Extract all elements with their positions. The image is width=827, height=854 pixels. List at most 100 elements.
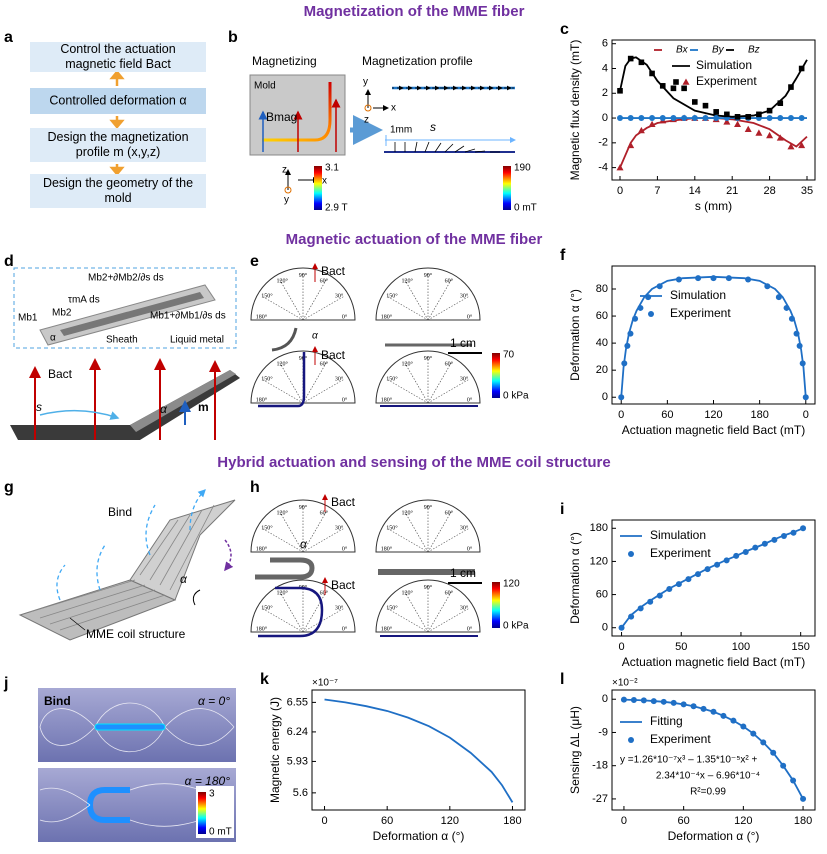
flow-step-text: Design the geometry of the (43, 176, 193, 190)
angle-tick-label: 180° (381, 396, 393, 403)
data-point (702, 115, 709, 122)
data-point (734, 120, 742, 128)
data-point (670, 115, 677, 122)
data-point (627, 55, 634, 62)
angle-tick-label: 0° (342, 396, 348, 403)
arc-label: s (36, 400, 42, 414)
data-point (790, 777, 797, 784)
colorbar (314, 166, 322, 210)
leader (69, 617, 86, 631)
x-tick-label: 180 (794, 815, 812, 827)
inset-label: α (50, 333, 56, 344)
x-tick-label: 60 (381, 815, 393, 827)
data-point (627, 115, 634, 122)
data-point (724, 111, 730, 118)
subtitle: Magnetizing (252, 54, 317, 68)
data-point (640, 697, 647, 704)
flow-step-text: Control the actuation (60, 42, 175, 56)
y-tick-label: 5.93 (287, 755, 308, 767)
field-label: Bact (331, 578, 356, 592)
protractor (375, 350, 481, 404)
x-tick-label: 180 (750, 409, 768, 421)
angle-tick-label: 150° (261, 376, 273, 383)
data-point (691, 115, 698, 122)
flow-step (30, 88, 206, 114)
axis-letter: z (282, 165, 287, 176)
angle-tick-label: 30° (460, 293, 469, 300)
angle-label: α (300, 537, 308, 551)
scale-label: 1 cm (450, 566, 476, 580)
data-point (761, 540, 768, 547)
colorbar-label: 2.9 T (325, 203, 348, 214)
protractor (375, 499, 481, 553)
data-point (649, 70, 655, 77)
protractor-ray (386, 295, 429, 321)
protractor-ray (302, 527, 345, 553)
protractor-ray (302, 590, 328, 633)
plot-frame (611, 519, 816, 637)
panel-label: g (4, 479, 14, 496)
data-point (637, 126, 645, 134)
colorbar (492, 353, 500, 398)
flow-arrows (109, 70, 125, 176)
legend-label: Bz (748, 45, 760, 56)
protractor-ray (261, 607, 304, 633)
angle-tick-label: 150° (386, 376, 398, 383)
fit-equation: 2.34*10⁻⁴x – 6.96*10⁻⁴ (656, 771, 760, 782)
angle-tick-label: 60° (445, 360, 454, 367)
data-point (673, 79, 679, 85)
colorbar-label: 0 mT (514, 203, 537, 214)
angle-tick-label: 0° (467, 545, 473, 552)
data-point (756, 111, 762, 118)
protractor-ray (278, 590, 304, 633)
data-point (740, 723, 747, 730)
data-point (766, 115, 773, 122)
axis-letter: x (322, 176, 327, 187)
angle-tick-label: 120° (276, 277, 288, 284)
angle-tick-label: 60° (320, 360, 329, 367)
subtitle: Magnetization profile (362, 54, 473, 68)
panel-label: e (250, 253, 259, 270)
data-point (695, 275, 702, 282)
angle-tick-label: 150° (261, 605, 273, 612)
colorbar-label: 0 kPa (503, 391, 529, 402)
angle-tick-label: 0° (467, 396, 473, 403)
data-point (710, 708, 717, 715)
angle-tick-label: 60° (445, 277, 454, 284)
data-point (628, 613, 635, 620)
data-point (617, 87, 623, 94)
data-point (670, 85, 677, 92)
data-point (798, 115, 805, 122)
protractor-ray (427, 278, 453, 321)
y-tick-label: 60 (596, 588, 608, 600)
plot-frame (611, 39, 816, 181)
data-point (702, 102, 709, 109)
angle-tick-label: 0° (467, 313, 473, 320)
protractor-ray (403, 590, 429, 633)
colorbar-label: 70 (503, 350, 515, 361)
flow-step-text: mold (104, 191, 131, 205)
data-point (630, 696, 637, 703)
data-point (723, 557, 730, 564)
data-point (685, 576, 692, 583)
axis-letter: y (363, 77, 368, 88)
protractor-ray (278, 510, 304, 553)
axis-offset-label: ×10⁻⁷ (312, 678, 338, 689)
data-point (764, 283, 771, 290)
data-point (638, 115, 645, 122)
data-point (771, 536, 778, 543)
data-point (733, 552, 740, 559)
data-point (742, 549, 749, 556)
angle-label: α (160, 402, 168, 416)
protractor-ray (302, 607, 345, 633)
data-point (647, 598, 654, 605)
x-axis-label: s (mm) (695, 199, 732, 213)
angle-tick-label: 120° (276, 589, 288, 596)
panel-label: j (3, 675, 8, 692)
data-point (618, 624, 625, 631)
inset-label: τmA ds (68, 295, 100, 306)
angle-tick-label: 180° (381, 545, 393, 552)
field-label: Bact (321, 264, 346, 278)
panel-label: i (560, 501, 564, 518)
protractor-ray (386, 378, 429, 404)
